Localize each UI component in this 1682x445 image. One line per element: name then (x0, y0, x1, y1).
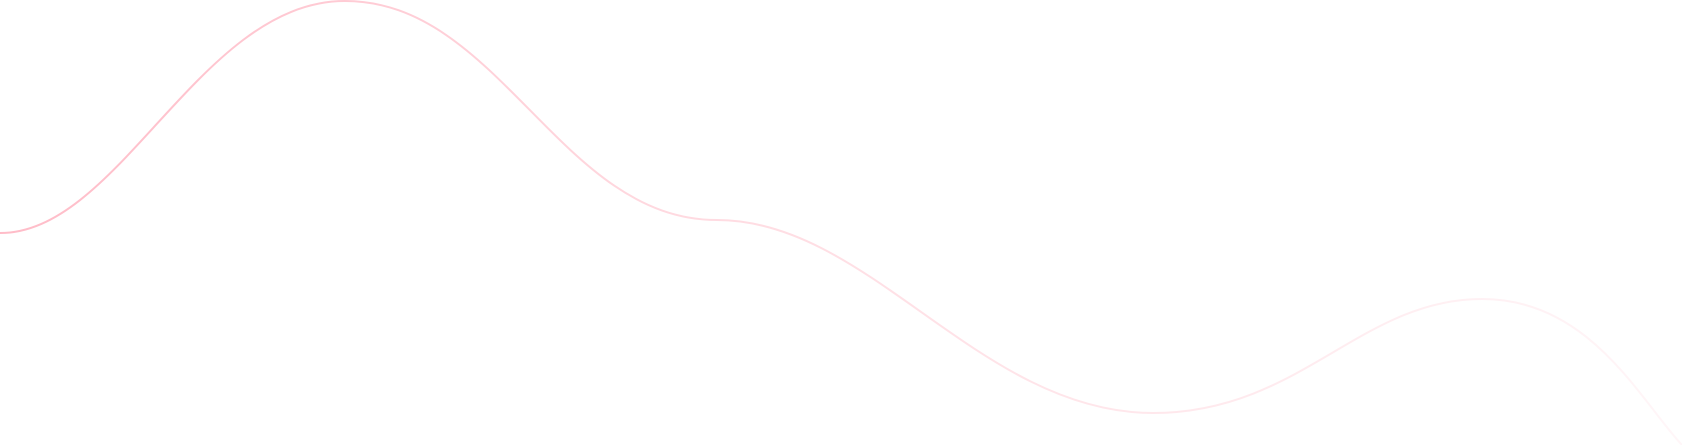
background (0, 0, 1682, 445)
decorative-wave (0, 0, 1682, 445)
wave-line (0, 0, 1682, 445)
